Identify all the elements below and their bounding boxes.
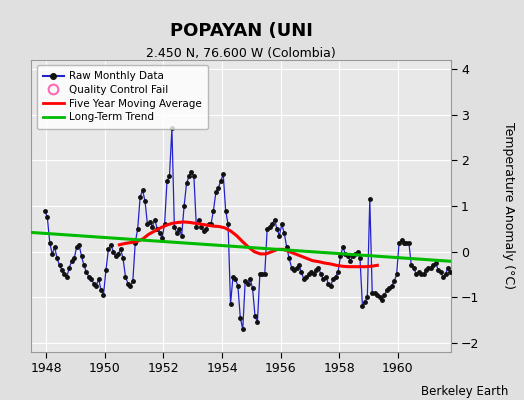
Text: Berkeley Earth: Berkeley Earth — [421, 385, 508, 398]
Title: 2.450 N, 76.600 W (Colombia): 2.450 N, 76.600 W (Colombia) — [146, 47, 336, 60]
Y-axis label: Temperature Anomaly (°C): Temperature Anomaly (°C) — [501, 122, 515, 290]
Legend: Raw Monthly Data, Quality Control Fail, Five Year Moving Average, Long-Term Tren: Raw Monthly Data, Quality Control Fail, … — [37, 65, 208, 129]
Text: POPAYAN (UNI: POPAYAN (UNI — [170, 22, 312, 40]
